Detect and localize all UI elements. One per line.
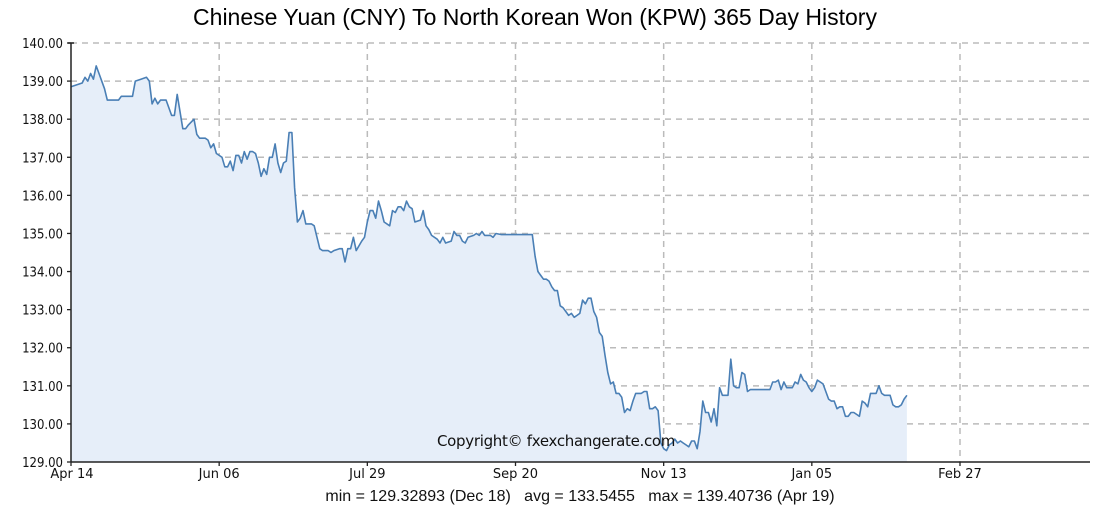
x-tick-label: Nov 13: [641, 467, 687, 482]
y-tick-label: 136.00: [22, 189, 63, 204]
y-tick-label: 134.00: [22, 266, 63, 281]
x-tick-label: Jun 06: [198, 467, 240, 482]
y-tick-label: 129.00: [22, 456, 63, 471]
y-tick-label: 135.00: [22, 227, 63, 242]
y-tick-label: 131.00: [22, 380, 63, 395]
rate-line: [70, 65, 908, 452]
y-tick-label: 137.00: [22, 151, 63, 166]
x-tick-label: Sep 20: [493, 467, 538, 482]
y-tick-label: 140.00: [22, 37, 63, 52]
y-axis-ticks: 129.00 130.00 131.00 132.00 133.00 134.00 135.…: [22, 37, 71, 471]
y-tick-label: 130.00: [22, 418, 63, 433]
y-tick-label: 138.00: [22, 113, 63, 128]
area-fill: [71, 65, 907, 463]
x-tick-label: Jul 29: [348, 467, 385, 482]
x-tick-label: Apr 14: [50, 467, 93, 482]
y-tick-label: 139.00: [22, 75, 63, 90]
x-tick-label: Jan 05: [790, 467, 832, 482]
x-axis-ticks: Apr 14 Jun 06 Jul 29 Sep 20 Nov 13 Jan 05 Feb …: [50, 462, 982, 482]
summary-stats: min = 129.32893 (Dec 18) avg = 133.5455 …: [325, 488, 835, 505]
chart-title: Chinese Yuan (CNY) To North Korean Won (…: [193, 4, 877, 30]
y-tick-label: 133.00: [22, 304, 63, 319]
x-tick-label: Feb 27: [938, 467, 982, 482]
copyright-annotation: Copyright© fxexchangerate.com: [437, 432, 676, 450]
y-tick-label: 132.00: [22, 342, 63, 357]
